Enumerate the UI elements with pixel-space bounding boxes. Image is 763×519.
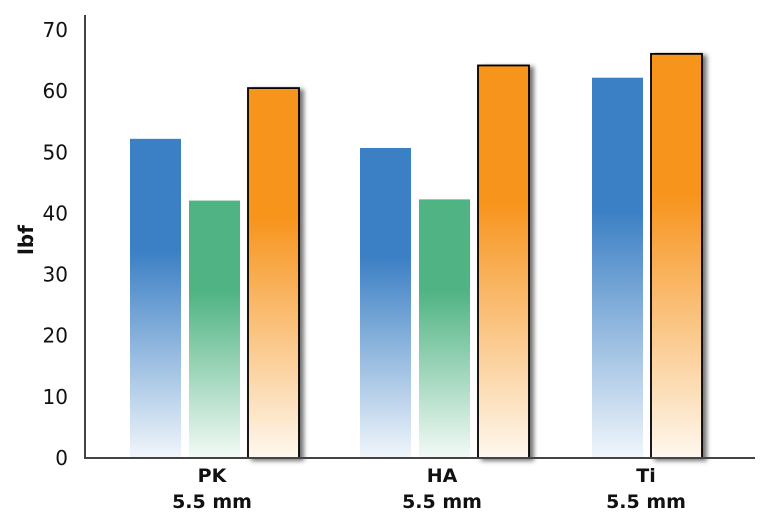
bar-pk-series-2	[189, 200, 240, 459]
y-tick-label: 10	[43, 385, 68, 409]
y-tick-label: 60	[43, 79, 68, 103]
labels-group: 0 10 20 30 40 50 60 70 lbf PK 5.5 mm HA 5.5 mm Ti 5.5 …	[14, 18, 686, 513]
x-category-label: HA	[427, 465, 458, 487]
bar-pk-series-1	[130, 138, 181, 458]
y-tick-label: 50	[43, 140, 68, 164]
bar-ti-series-1	[592, 77, 643, 458]
axes-group	[84, 15, 755, 459]
x-category-sublabel: 5.5 mm	[402, 491, 482, 513]
bar-ha-series-3	[477, 64, 530, 459]
x-category-label: Ti	[636, 465, 655, 487]
y-axis-title: lbf	[14, 225, 38, 255]
y-tick-label: 0	[55, 446, 68, 470]
y-tick-label: 40	[43, 201, 68, 225]
bar-ha-series-2	[419, 199, 470, 458]
bar-ha-series-1	[360, 148, 411, 458]
y-tick-label: 20	[43, 324, 68, 348]
x-category-label: PK	[198, 465, 228, 487]
bar-pk-series-3	[247, 87, 300, 459]
bars-group	[130, 52, 703, 459]
x-category-sublabel: 5.5 mm	[172, 491, 252, 513]
y-tick-label: 70	[43, 18, 68, 42]
bar-ti-series-3	[650, 52, 703, 459]
y-tick-label: 30	[43, 263, 68, 287]
x-category-sublabel: 5.5 mm	[606, 491, 686, 513]
